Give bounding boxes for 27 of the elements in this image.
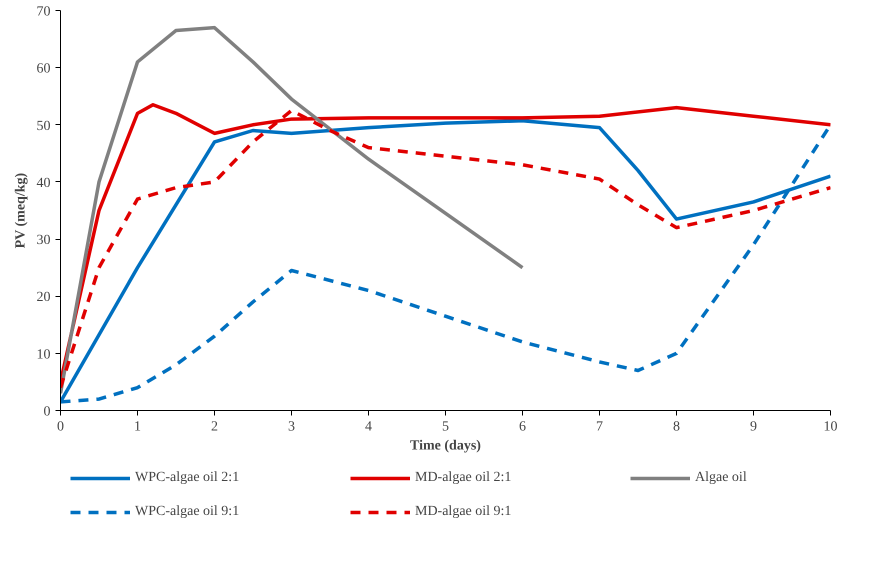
x-tick-label: 9 bbox=[750, 420, 757, 434]
x-axis-title: Time (days) bbox=[410, 438, 482, 454]
x-tick-label: 6 bbox=[519, 420, 526, 434]
line-series bbox=[60, 26, 524, 396]
legend-label: Algae oil bbox=[695, 470, 747, 486]
x-tick-label: 7 bbox=[596, 420, 603, 434]
x-tick-label: 5 bbox=[442, 420, 449, 434]
y-tick-label: 10 bbox=[36, 347, 50, 362]
legend-label: MD-algae oil 2:1 bbox=[415, 470, 512, 486]
legend-label: WPC-algae oil 9:1 bbox=[135, 504, 240, 520]
y-tick-label: 60 bbox=[36, 62, 50, 77]
y-tick-label: 0 bbox=[44, 404, 50, 420]
y-axis-title: PV (meq/kg) bbox=[14, 172, 28, 248]
y-tick-label: 70 bbox=[36, 4, 50, 20]
x-tick-label: 2 bbox=[211, 420, 218, 434]
y-tick-label: 50 bbox=[36, 118, 50, 134]
y-tick-label: 30 bbox=[36, 233, 50, 248]
x-tick-label: 10 bbox=[824, 420, 838, 434]
y-tick-label: 40 bbox=[36, 176, 50, 191]
legend-label: WPC-algae oil 2:1 bbox=[135, 470, 240, 486]
legend-label: MD-algae oil 9:1 bbox=[415, 504, 512, 520]
x-tick-label: 4 bbox=[365, 420, 372, 434]
x-tick-label: 3 bbox=[288, 420, 295, 434]
y-tick-label: 20 bbox=[36, 290, 50, 306]
x-tick-label: 1 bbox=[134, 420, 141, 434]
x-tick-label: 8 bbox=[673, 420, 680, 434]
x-tick-label: 0 bbox=[57, 420, 64, 434]
